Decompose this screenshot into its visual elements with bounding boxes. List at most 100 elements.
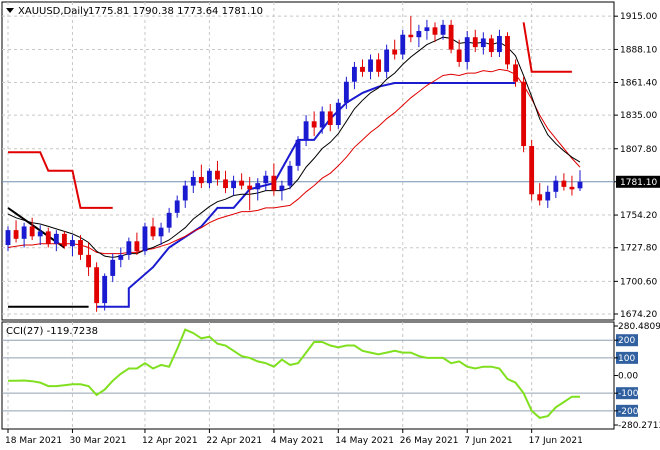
candle-body — [448, 24, 454, 50]
candle-body — [561, 180, 567, 187]
candle-body — [206, 170, 212, 184]
time-tick-label: 12 Apr 2021 — [142, 436, 198, 446]
cci-level-box — [616, 334, 638, 347]
candle-body — [247, 185, 253, 190]
candle-body — [223, 179, 228, 189]
candle-body — [279, 185, 285, 191]
price-tick-label: 1754.20 — [620, 211, 657, 221]
candle-body — [384, 49, 390, 72]
candle-body — [190, 176, 196, 186]
candle-body — [239, 180, 245, 186]
candle-body — [94, 267, 100, 304]
candle-body — [118, 254, 124, 260]
candle-body — [287, 165, 293, 186]
price-tick-label: 1674.20 — [620, 310, 657, 320]
price-pane-frame — [1, 1, 615, 321]
candle-body — [464, 37, 470, 62]
candle-body — [513, 64, 518, 82]
candle-body — [61, 233, 67, 247]
candle-body — [53, 233, 59, 244]
cci-line — [8, 328, 580, 419]
candle-body — [569, 186, 575, 190]
candle-body — [158, 227, 164, 237]
candle-body — [472, 37, 478, 48]
candle-body — [86, 254, 91, 268]
candle-body — [497, 35, 502, 53]
price-tick-label: 1915.00 — [620, 12, 657, 22]
candle-body — [424, 27, 430, 32]
candle-body — [311, 121, 317, 128]
ema-slow-line — [7, 68, 581, 255]
cci-level-box — [616, 351, 638, 364]
candle-body — [408, 34, 414, 38]
candle-body — [174, 200, 180, 213]
candle-body — [78, 240, 83, 255]
candle-body — [360, 66, 365, 72]
time-tick-label: 18 Mar 2021 — [5, 436, 62, 446]
candle-body — [142, 226, 148, 252]
price-grid — [2, 2, 614, 320]
candle-body — [368, 59, 373, 72]
time-tick-label: 7 Jun 2021 — [464, 436, 512, 446]
candle-body — [392, 49, 398, 55]
collapse-arrow-icon[interactable] — [6, 8, 14, 13]
price-tick-label: 1781.10 — [620, 178, 657, 188]
candle-body — [327, 111, 333, 126]
time-tick-label: 26 May 2021 — [400, 436, 459, 446]
candle-body — [456, 49, 462, 62]
cci-pane-frame — [1, 321, 615, 430]
candle-body — [271, 175, 277, 191]
price-axis: 1915.00 1888.10 1861.40 1835.00 1807.80 1781.… — [614, 12, 660, 320]
current-price-box — [616, 175, 660, 188]
cci-tick-label: -200 — [618, 407, 639, 417]
cci-axis: 280.4809 200 100 0.00 -100 -200 -280.2713 — [614, 322, 660, 431]
cci-tick-label: 200 — [618, 336, 635, 346]
time-axis: 18 Mar 2021 30 Mar 2021 12 Apr 2021 22 Apr … — [5, 429, 583, 446]
candle-body — [37, 231, 43, 237]
candle-body — [263, 175, 269, 184]
candle-body — [110, 259, 116, 276]
candle-body — [537, 194, 543, 201]
candle-body — [416, 31, 422, 38]
cci-tick-label: 100 — [618, 354, 635, 364]
candle-body — [545, 191, 551, 201]
candle-body — [5, 230, 11, 245]
candle-body — [102, 275, 108, 304]
cci-tick-label: 280.4809 — [618, 322, 660, 332]
candle-body — [432, 27, 438, 35]
candle-body — [488, 38, 494, 53]
candle-body — [295, 139, 301, 166]
candle-body — [255, 183, 261, 190]
candle-body — [376, 59, 382, 72]
candle-body — [335, 102, 341, 126]
candle-body — [319, 111, 325, 128]
cci-tick-label: -280.2713 — [618, 421, 660, 431]
price-tick-label: 1807.80 — [620, 145, 657, 155]
cci-pane — [8, 328, 580, 419]
candle-body — [29, 226, 35, 237]
symbol-label: XAUUSD,Daily — [18, 6, 89, 17]
price-pane — [5, 16, 583, 312]
cci-tick-label: 0.00 — [618, 372, 638, 382]
candle-body — [343, 81, 349, 103]
channel-high-line — [8, 151, 113, 209]
cci-label: CCI(27) -119.7238 — [6, 326, 98, 337]
candle-body — [45, 231, 51, 244]
candle-body — [231, 180, 236, 189]
time-tick-label: 30 Mar 2021 — [69, 436, 126, 446]
cci-tick-label: -100 — [618, 389, 639, 399]
candle-body — [182, 185, 188, 201]
candle-body — [70, 240, 75, 247]
time-tick-label: 17 Jun 2021 — [529, 436, 583, 446]
candle-body — [352, 66, 357, 82]
cci-grid — [2, 322, 614, 429]
candle-body — [166, 212, 172, 228]
channel-low-line — [96, 82, 516, 308]
candle-body — [440, 24, 446, 35]
candle-body — [553, 180, 559, 192]
candle-body — [505, 35, 510, 65]
price-tick-label: 1700.60 — [620, 277, 657, 287]
channel-high-line — [522, 22, 572, 73]
